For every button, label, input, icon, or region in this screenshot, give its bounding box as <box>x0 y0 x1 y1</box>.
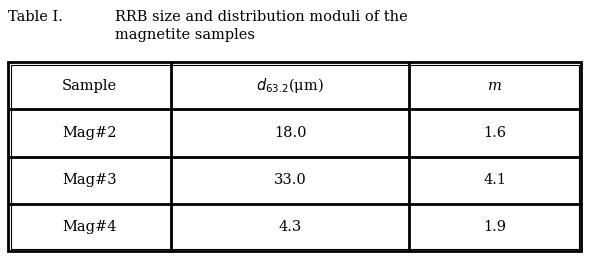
Text: 1.9: 1.9 <box>484 220 507 234</box>
Bar <box>8 62 581 251</box>
Text: Mag#4: Mag#4 <box>62 220 117 234</box>
Text: m: m <box>488 79 502 93</box>
Text: Sample: Sample <box>62 79 117 93</box>
Text: 4.3: 4.3 <box>279 220 302 234</box>
Text: $d_{63.2}$(μm): $d_{63.2}$(μm) <box>256 76 324 95</box>
Text: 18.0: 18.0 <box>274 126 306 140</box>
Text: Table I.: Table I. <box>8 10 63 24</box>
Text: Mag#3: Mag#3 <box>62 173 117 187</box>
Text: Mag#2: Mag#2 <box>62 126 117 140</box>
Text: RRB size and distribution moduli of the
magnetite samples: RRB size and distribution moduli of the … <box>115 10 408 42</box>
Bar <box>11 65 578 249</box>
Text: 4.1: 4.1 <box>484 173 507 187</box>
Text: 1.6: 1.6 <box>484 126 507 140</box>
Text: 33.0: 33.0 <box>274 173 307 187</box>
